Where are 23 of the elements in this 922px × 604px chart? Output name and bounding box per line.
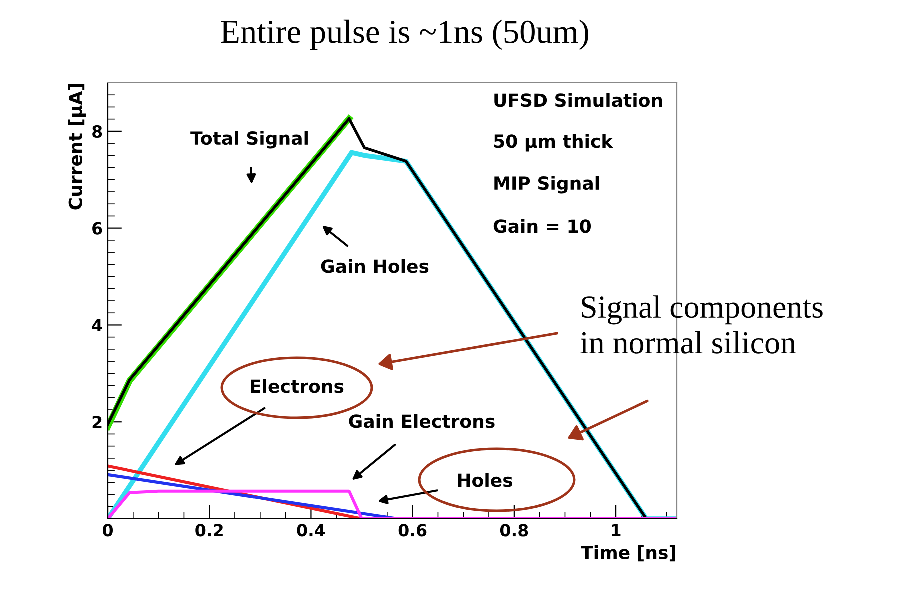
chart-title: Entire pulse is ~1ns (50um) [221, 20, 588, 50]
y-tick-label: 8 [92, 125, 102, 138]
x-tick-label: 1 [612, 524, 621, 537]
y-tick-label: 2 [92, 416, 102, 428]
annotation: Signal components in normal silicon [580, 296, 823, 354]
annotation: Gain = 10 [494, 219, 592, 234]
annotation: Gain Holes [321, 259, 429, 274]
annotation: Gain Electrons [349, 414, 495, 428]
annotation: UFSD Simulation [494, 93, 662, 108]
annotation: MIP Signal [494, 176, 600, 194]
annotation: Total Signal [190, 131, 308, 149]
y-tick-label: 6 [92, 222, 102, 235]
y-tick-label: 4 [92, 319, 102, 332]
x-tick-label: 0.6 [398, 524, 427, 537]
annotation: Holes [458, 473, 512, 488]
annotation: 50 μm thick [494, 134, 614, 152]
x-axis-title: Time [ns] [581, 546, 676, 562]
x-tick-label: 0.8 [500, 524, 528, 537]
annotation: Electrons [251, 379, 344, 394]
x-tick-label: 0.2 [196, 524, 223, 537]
y-axis-title: Current [μA] [68, 84, 86, 210]
x-tick-label: 0 [103, 524, 113, 537]
x-tick-label: 0.4 [297, 524, 326, 537]
